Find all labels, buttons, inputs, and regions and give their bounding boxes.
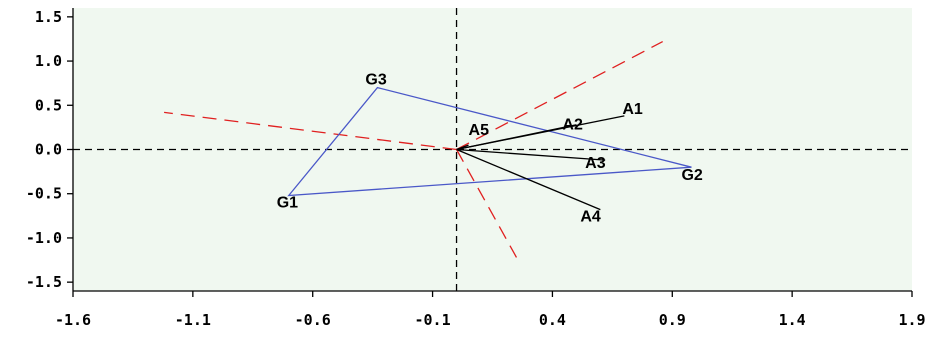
label-g3: G3 [365,72,386,89]
point-labels: G1 G2 G3 A1 A2 A3 A4 A5 [277,72,703,226]
x-tick-label: -0.1 [415,311,451,329]
axes: 1.5 1.0 0.5 0.0 -0.5 -1.0 -1.5 -1.6 -1.1 -0.6 -0.1… [26,8,925,329]
x-tick-label: 1.9 [898,311,925,329]
vector-a4 [456,148,601,211]
x-tick-label: -1.1 [175,311,211,329]
x-tick-label: 0.9 [659,311,686,329]
label-g1: G1 [277,194,298,211]
sector-line-2 [164,111,457,151]
y-tick-label: -0.5 [26,185,62,203]
y-tick-label: -1.0 [26,229,62,247]
label-a4: A4 [580,209,601,226]
x-tick-label: 0.4 [539,311,566,329]
vector-a2 [456,124,577,151]
x-tick-label: -1.6 [55,311,91,329]
y-tick-label: -1.5 [26,273,62,291]
sector-line-1 [456,41,663,151]
y-tick-label: 1.5 [35,8,62,26]
label-a1: A1 [622,101,643,118]
sector-lines [164,41,663,258]
x-tick-label: -0.6 [295,311,331,329]
label-a2: A2 [562,117,583,134]
y-tick-label: 1.0 [35,52,62,70]
x-tick-label: 1.4 [779,311,806,329]
label-a5: A5 [469,122,490,139]
genotype-polygon [287,86,692,197]
label-g2: G2 [681,167,702,184]
reference-lines [73,8,912,291]
y-tick-label: 0.0 [35,141,62,159]
label-a3: A3 [585,155,606,172]
y-tick-label: 0.5 [35,96,62,114]
environment-vectors [456,115,625,211]
vector-a5 [456,144,469,151]
genotype-polygon-outline [287,86,692,197]
vector-a3 [456,148,606,161]
